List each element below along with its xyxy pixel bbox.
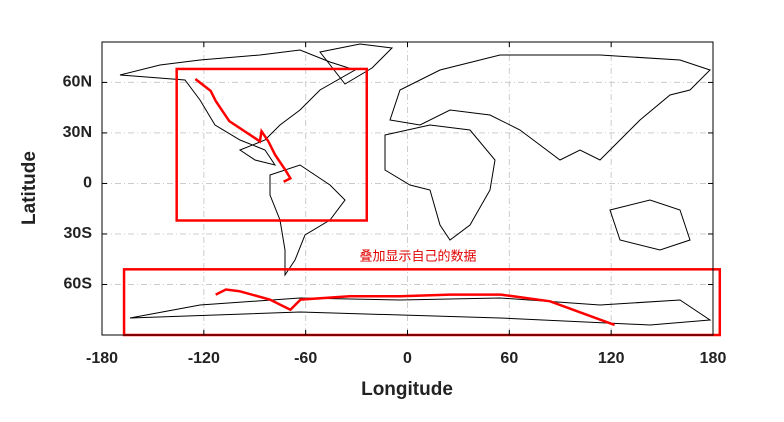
data-track xyxy=(215,288,615,327)
y-tick-label: 60S xyxy=(64,276,93,293)
x-axis-label: Longitude xyxy=(361,379,453,400)
y-tick-label: 60N xyxy=(63,74,92,91)
x-tick-label: 180 xyxy=(700,350,727,367)
x-tick-label: -180 xyxy=(86,350,118,367)
coastlines xyxy=(119,43,712,326)
greenland xyxy=(319,43,394,85)
y-axis-label: Latitude xyxy=(19,151,40,225)
africa xyxy=(384,124,496,241)
data-track xyxy=(194,78,293,183)
y-tick-label: 30N xyxy=(63,124,92,141)
south-america xyxy=(269,164,346,277)
region-box xyxy=(175,67,369,222)
y-tick-label: 0 xyxy=(83,175,92,192)
australia xyxy=(609,199,691,251)
north-america xyxy=(119,49,357,166)
x-tick-label: -60 xyxy=(294,350,317,367)
x-tick-label: -120 xyxy=(188,350,220,367)
annotation: 叠加显示自己的数据 xyxy=(359,248,476,263)
eurasia xyxy=(389,54,711,161)
x-tick-label: 120 xyxy=(598,350,625,367)
y-tick-label: 30S xyxy=(64,225,93,242)
x-tick-label: 0 xyxy=(403,350,412,367)
antarctica xyxy=(129,297,712,326)
x-tick-label: 60 xyxy=(500,350,518,367)
